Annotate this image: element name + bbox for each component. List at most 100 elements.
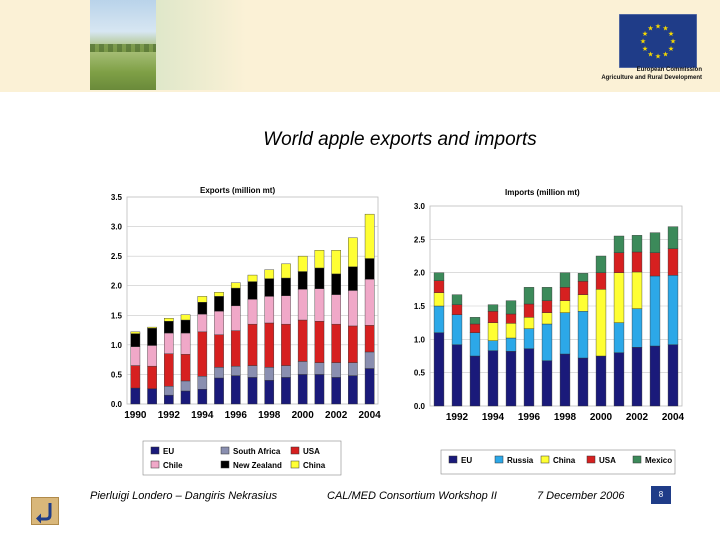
x-tick-label: 2004	[359, 410, 382, 421]
bar-segment	[281, 377, 291, 405]
return-arrow-icon	[36, 503, 52, 524]
y-tick-label: 0.0	[111, 400, 123, 409]
bar-segment	[314, 362, 325, 375]
x-tick-label: 1994	[482, 412, 505, 423]
x-tick-label: 2000	[590, 412, 613, 423]
bar-segment	[433, 332, 445, 407]
bar-segment	[433, 280, 445, 293]
y-tick-label: 3.0	[414, 202, 426, 211]
bar-segment	[667, 344, 679, 407]
eu-star-icon: ★	[655, 53, 661, 61]
eu-flag-logo: ★ ★★★★★★★★★★★	[619, 14, 697, 68]
eu-star-icon: ★	[670, 38, 676, 46]
bar-segment	[130, 387, 141, 405]
bar-segment	[331, 377, 341, 405]
x-tick-label: 1992	[158, 410, 181, 421]
x-tick-label: 1992	[446, 412, 469, 423]
legend-swatch	[586, 455, 596, 464]
bar-segment	[577, 311, 589, 359]
x-tick-label: 2000	[292, 410, 315, 421]
bar-segment	[505, 337, 517, 352]
eu-star-icon: ★	[668, 45, 674, 53]
bar-segment	[147, 388, 157, 405]
bar-segment	[631, 251, 643, 273]
legend-label: South Africa	[233, 447, 281, 456]
bar-segment	[649, 275, 661, 347]
bar-segment	[331, 323, 341, 363]
bar-segment	[595, 355, 607, 407]
bar-segment	[130, 333, 141, 347]
slide-title: World apple exports and imports	[263, 129, 537, 150]
bar-segment	[541, 323, 553, 361]
y-tick-label: 3.0	[111, 223, 123, 232]
bar-segment	[559, 312, 571, 355]
bar-segment	[230, 330, 241, 367]
back-button[interactable]	[31, 497, 59, 525]
bar-segment	[649, 345, 661, 407]
x-tick-label: 1998	[554, 412, 577, 423]
bar-segment	[469, 355, 481, 407]
bar-segment	[164, 318, 174, 322]
eu-star-icon: ★	[662, 50, 668, 58]
bar-segment	[595, 289, 607, 357]
legend-box	[142, 440, 342, 476]
eu-star-icon: ★	[662, 25, 668, 33]
bar-segment	[297, 361, 308, 375]
bar-segment	[541, 312, 553, 325]
eu-star-icon: ★	[647, 25, 653, 33]
bar-segment	[433, 305, 445, 333]
bar-segment	[180, 380, 191, 392]
bar-segment	[348, 237, 358, 267]
bar-segment	[505, 351, 517, 407]
bar-segment	[348, 375, 358, 405]
legend-swatch	[150, 460, 160, 469]
x-tick-label: 2004	[662, 412, 685, 423]
bar-segment	[331, 250, 341, 275]
y-tick-label: 2.0	[111, 282, 123, 291]
legend-swatch	[220, 446, 230, 455]
bar-segment	[559, 353, 571, 407]
bar-segment	[147, 345, 157, 367]
bar-segment	[247, 281, 258, 300]
bar-segment	[264, 322, 275, 368]
bar-segment	[559, 300, 571, 313]
bar-segment	[297, 255, 308, 272]
bar-segment	[331, 273, 341, 295]
bar-segment	[264, 380, 275, 405]
legend-label: China	[553, 456, 576, 465]
legend-swatch	[494, 455, 504, 464]
bar-segment	[487, 304, 499, 312]
eu-star-icon: ★	[642, 30, 648, 38]
bar-segment	[197, 313, 208, 333]
bar-segment	[541, 360, 553, 407]
bar-segment	[451, 294, 463, 305]
bar-segment	[214, 292, 224, 297]
bar-segment	[487, 340, 499, 351]
bar-segment	[667, 248, 679, 276]
legend-swatch	[448, 455, 458, 464]
legend-swatch	[150, 446, 160, 455]
bar-segment	[297, 319, 308, 362]
bar-segment	[667, 226, 679, 249]
bar-segment	[631, 347, 643, 407]
bar-segment	[331, 294, 341, 325]
bar-segment	[523, 287, 535, 305]
bar-segment	[469, 323, 481, 333]
exports-chart-title: Exports (million mt)	[200, 186, 276, 195]
eu-star-icon: ★	[642, 45, 648, 53]
bar-segment	[264, 269, 275, 279]
bar-segment	[264, 296, 275, 324]
bar-segment	[364, 325, 375, 353]
bar-segment	[613, 322, 625, 353]
bar-segment	[130, 346, 141, 366]
bar-segment	[247, 323, 258, 366]
y-tick-label: 1.5	[111, 311, 123, 320]
bar-segment	[451, 304, 463, 315]
y-tick-label: 0.5	[111, 370, 123, 379]
bar-segment	[314, 250, 325, 269]
eu-star-icon: ★	[647, 50, 653, 58]
bar-segment	[348, 325, 358, 363]
bar-segment	[164, 321, 174, 334]
legend-label: Chile	[163, 461, 183, 470]
